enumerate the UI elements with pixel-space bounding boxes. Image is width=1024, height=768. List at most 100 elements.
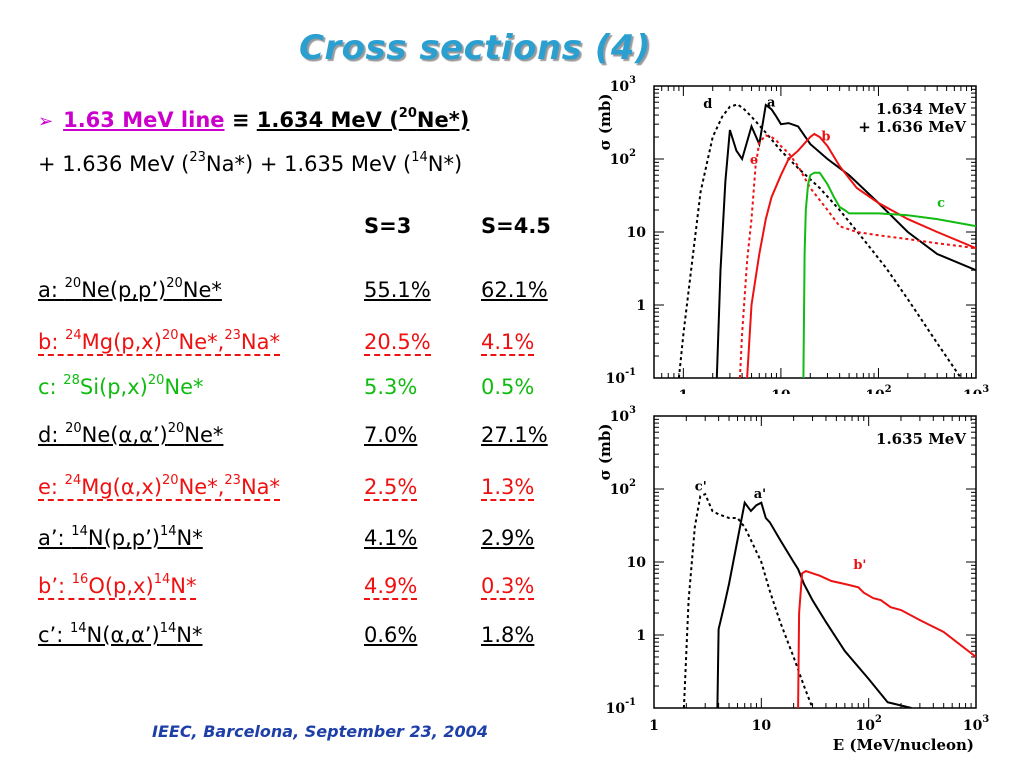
table-row: d: 20Ne(α,α’)20Ne* 7.0% 27.1% — [38, 421, 598, 459]
series-label: a — [767, 96, 776, 111]
x-tick-label-text: 1 — [678, 388, 688, 394]
x-tick-label-text: 1 — [649, 718, 659, 734]
col-header-s45: S=4.5 — [481, 214, 551, 238]
x-tick-label: 102 — [856, 714, 882, 734]
series-line-c — [802, 171, 976, 378]
arrow-bullet-icon: ➢ — [38, 111, 54, 132]
y-axis-label: σ (mb) — [598, 94, 614, 151]
page-title: Cross sections (4) — [298, 28, 652, 68]
table-row: b’: 16O(p,x)14N* 4.9% 0.3% — [38, 572, 598, 610]
plot-frame — [653, 415, 977, 709]
line-label: 1.63 MeV line — [63, 108, 225, 132]
x-tick-label-text: 102 — [865, 384, 891, 394]
y-tick-label-text: 10 — [627, 225, 647, 241]
panel-label: 1.634 MeV — [876, 100, 966, 118]
y-tick-label-text: 10-1 — [606, 367, 636, 387]
x-tick-label-text: 103 — [963, 384, 989, 394]
table-row: a: 20Ne(p,p’)20Ne* 55.1% 62.1% — [38, 276, 598, 314]
x-axis-label: E (MeV/nucleon) — [833, 736, 974, 754]
value-s3: 5.3% — [364, 375, 418, 399]
panel-label: 1.635 MeV — [876, 430, 966, 448]
y-tick-label-text: 103 — [610, 405, 636, 425]
x-tick-label-text: 102 — [856, 714, 882, 734]
line-secondary: + 1.636 MeV (23Na*) + 1.635 MeV (14N*) — [38, 150, 463, 176]
table-row: c’: 14N(α,α’)14N* 0.6% 1.8% — [38, 621, 598, 659]
y-tick-label: 103 — [610, 75, 636, 95]
y-tick-label-text: 10 — [627, 555, 647, 571]
line-main: 1.634 MeV (20Ne*) — [256, 106, 470, 132]
x-tick-label-text: 103 — [963, 714, 989, 734]
x-tick-label: 10 — [771, 388, 791, 394]
series-label: d — [703, 97, 712, 112]
y-tick-label-text: 1 — [636, 628, 646, 644]
x-tick-label-text: 10 — [752, 718, 772, 734]
y-axis-label: σ (mb) — [598, 424, 614, 481]
table-row: c: 28Si(p,x)20Ne* 5.3% 0.5% — [38, 373, 598, 411]
y-tick-label-text: 103 — [610, 75, 636, 95]
x-tick-label: 102 — [865, 384, 891, 394]
reaction-label: b’: 16O(p,x)14N* — [38, 572, 197, 600]
table-row: a’: 14N(p,p’)14N* 4.1% 2.9% — [38, 524, 598, 562]
value-s3: 20.5% — [364, 330, 431, 356]
y-tick-label: 102 — [610, 148, 636, 168]
x-tick-label-text: 10 — [771, 388, 791, 394]
value-s45: 1.3% — [481, 475, 535, 501]
series-label: b — [821, 129, 830, 144]
line-header: ➢ 1.63 MeV line ≡ 1.634 MeV (20Ne*) — [38, 106, 470, 132]
series-line-e — [738, 134, 976, 378]
reaction-label: e: 24Mg(α,x)20Ne*,23Na* — [38, 473, 281, 501]
y-tick-label: 10 — [627, 225, 647, 241]
series-label: a' — [754, 487, 766, 502]
x-tick-label: 103 — [963, 714, 989, 734]
y-tick-label-text: 102 — [610, 148, 636, 168]
value-s3: 7.0% — [364, 423, 418, 447]
footer-text: IEEC, Barcelona, September 23, 2004 — [152, 722, 488, 741]
y-tick-label: 103 — [610, 405, 636, 425]
y-tick-label: 1 — [636, 298, 646, 314]
series-line-a — [715, 103, 976, 378]
y-tick-label: 10-1 — [606, 697, 636, 717]
x-tick-label: 1 — [649, 718, 659, 734]
value-s3: 4.1% — [364, 526, 418, 550]
reaction-label: d: 20Ne(α,α’)20Ne* — [38, 421, 224, 447]
y-tick-label-text: 102 — [610, 478, 636, 498]
series-label: c — [937, 196, 945, 211]
col-header-s3: S=3 — [364, 214, 412, 238]
y-tick-label: 102 — [610, 478, 636, 498]
y-tick-label-text: 1 — [636, 298, 646, 314]
y-tick-label: 10 — [627, 555, 647, 571]
value-s45: 2.9% — [481, 526, 535, 550]
value-s45: 0.3% — [481, 574, 535, 600]
panel-label: + 1.636 MeV — [858, 118, 966, 136]
value-s3: 2.5% — [364, 475, 418, 501]
reaction-label: a: 20Ne(p,p’)20Ne* — [38, 276, 222, 302]
y-tick-label: 10-1 — [606, 367, 636, 387]
table-row: b: 24Mg(p,x)20Ne*,23Na* 20.5% 4.1% — [38, 328, 598, 366]
series-line-b — [746, 132, 976, 378]
series-line-ap — [716, 500, 912, 708]
series-label: c' — [695, 480, 707, 495]
value-s45: 62.1% — [481, 278, 548, 302]
reaction-label: a’: 14N(p,p’)14N* — [38, 524, 203, 550]
value-s45: 4.1% — [481, 330, 535, 356]
value-s3: 4.9% — [364, 574, 418, 600]
y-tick-label-text: 10-1 — [606, 697, 636, 717]
reaction-label: c’: 14N(α,α’)14N* — [38, 621, 203, 647]
value-s45: 0.5% — [481, 375, 535, 399]
x-tick-label: 10 — [752, 718, 772, 734]
series-line-bp — [797, 570, 976, 708]
y-tick-label: 1 — [636, 628, 646, 644]
table-row: e: 24Mg(α,x)20Ne*,23Na* 2.5% 1.3% — [38, 473, 598, 511]
reaction-label: c: 28Si(p,x)20Ne* — [38, 373, 204, 399]
equiv-symbol: ≡ — [231, 108, 250, 132]
x-tick-label: 1 — [678, 388, 688, 394]
reaction-label: b: 24Mg(p,x)20Ne*,23Na* — [38, 328, 280, 356]
series-label: e — [750, 153, 758, 168]
series-label: b' — [853, 558, 866, 573]
value-s3: 55.1% — [364, 278, 431, 302]
x-tick-label: 103 — [963, 384, 989, 394]
value-s45: 27.1% — [481, 423, 548, 447]
value-s45: 1.8% — [481, 623, 535, 647]
